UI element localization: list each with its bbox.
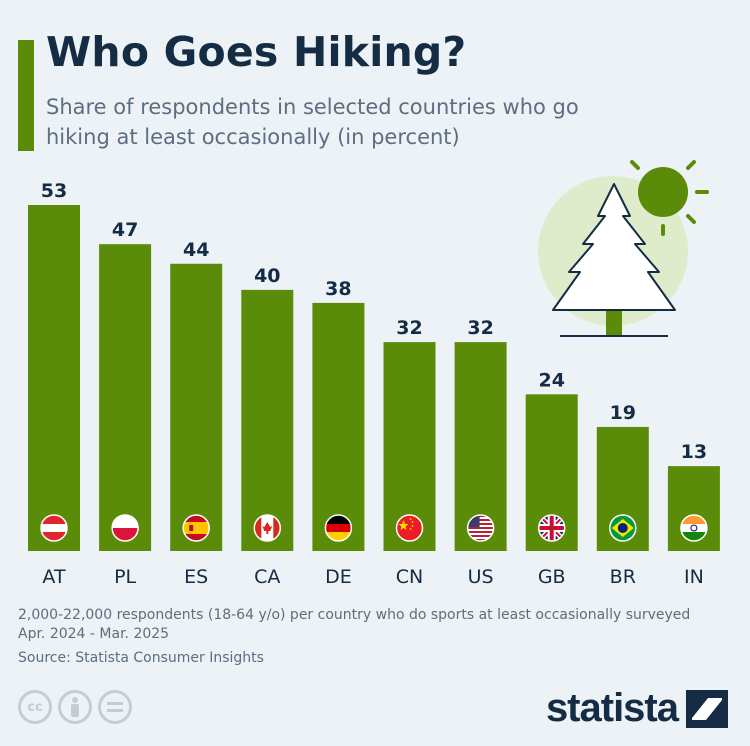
bar-group-us: 32 US <box>454 317 507 588</box>
tick-label-in: IN <box>684 566 704 588</box>
usa-flag-icon <box>466 514 495 542</box>
bar-group-de: 38 DE <box>312 278 365 588</box>
brazil-flag-icon <box>609 514 637 542</box>
title-accent-bar <box>18 40 34 151</box>
canada-flag-icon <box>253 514 282 542</box>
bar-group-gb: 24 GB <box>525 369 578 588</box>
bar-ca <box>241 289 294 551</box>
tick-label-us: US <box>468 566 494 588</box>
data-label-in: 13 <box>681 441 707 463</box>
sun-icon <box>630 160 709 236</box>
bar-at <box>28 205 80 551</box>
tick-label-at: AT <box>42 566 66 588</box>
bar-group-br: 19 BR <box>596 402 649 588</box>
bar-group-es: 44 ES <box>170 239 223 588</box>
chart-title: Who Goes Hiking? <box>46 28 467 76</box>
statista-logo[interactable]: statista <box>546 686 728 731</box>
bar-group-ca: 40 CA <box>241 265 294 588</box>
cc-icon[interactable]: cc <box>18 690 52 724</box>
license-icons: cc <box>18 690 132 724</box>
chart-subtitle: Share of respondents in selected countri… <box>46 95 579 149</box>
spain-flag-icon <box>182 514 210 542</box>
bar-group-cn: 32 CN <box>383 317 436 588</box>
no-derivatives-icon[interactable] <box>98 690 132 724</box>
data-label-us: 32 <box>467 317 493 339</box>
data-label-de: 38 <box>325 278 351 300</box>
data-label-cn: 32 <box>396 317 422 339</box>
tick-label-de: DE <box>325 566 352 588</box>
bar-chart: 53 AT 47 PL 44 ES 40 CA 38 DE 32 CN 32 US 24 GB 19 BR 13 IN <box>28 160 720 588</box>
data-label-ca: 40 <box>254 265 280 287</box>
china-flag-icon <box>395 514 424 542</box>
germany-flag-icon <box>324 514 353 542</box>
poland-flag-icon <box>111 514 139 542</box>
tick-label-pl: PL <box>114 566 136 588</box>
data-label-pl: 47 <box>112 219 138 241</box>
tree-illustration <box>538 160 709 337</box>
bar-es <box>170 263 223 551</box>
bar-group-at: 53 AT <box>28 180 80 588</box>
uk-flag-icon <box>537 514 566 542</box>
india-flag-icon <box>680 514 708 542</box>
data-label-br: 19 <box>610 402 636 424</box>
tick-label-gb: GB <box>538 566 566 588</box>
brand-name: statista <box>545 686 679 730</box>
data-label-gb: 24 <box>538 369 564 391</box>
bar-de <box>312 302 365 551</box>
tick-label-es: ES <box>184 566 208 588</box>
source-text: Source: Statista Consumer Insights <box>18 650 264 666</box>
methodology-note: 2,000-22,000 respondents (18-64 y/o) per… <box>18 607 691 642</box>
pine-tree-icon <box>552 183 676 311</box>
bar-pl <box>99 244 152 552</box>
attribution-icon[interactable] <box>58 690 92 724</box>
tick-label-br: BR <box>610 566 636 588</box>
tick-label-cn: CN <box>396 566 423 588</box>
tick-label-ca: CA <box>254 566 280 588</box>
data-label-at: 53 <box>41 180 67 202</box>
bar-group-in: 13 IN <box>667 441 720 588</box>
bar-group-pl: 47 PL <box>99 219 152 588</box>
austria-flag-icon <box>40 514 68 542</box>
statista-mark-icon <box>686 689 728 728</box>
tree-trunk <box>606 306 622 336</box>
data-label-es: 44 <box>183 239 209 261</box>
